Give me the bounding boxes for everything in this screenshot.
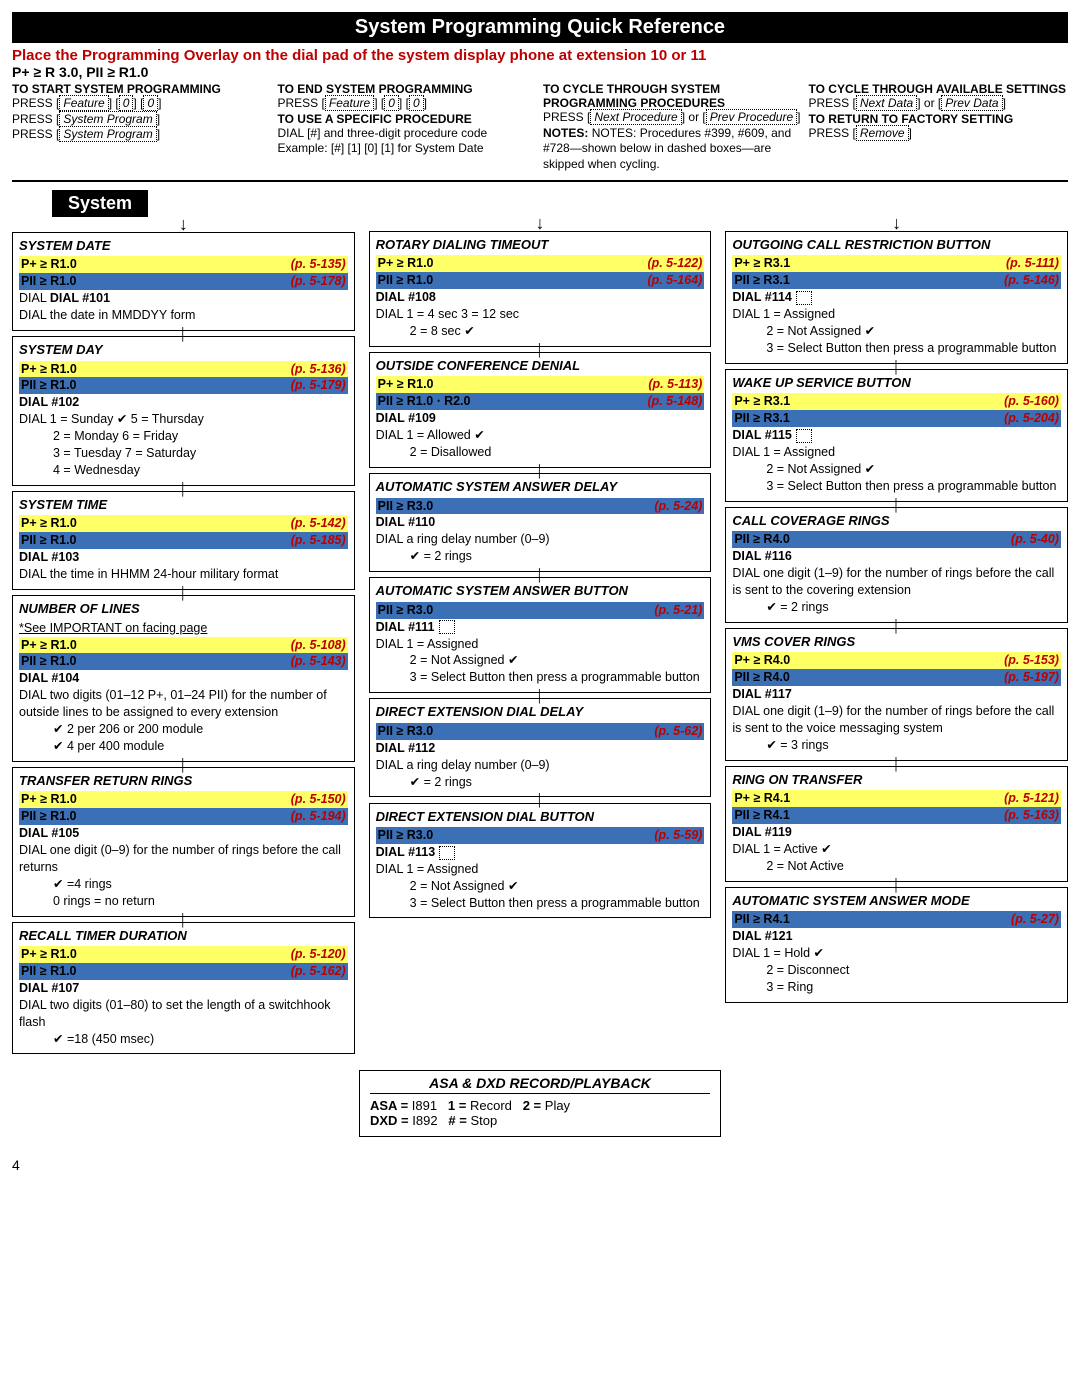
asa-l1: ASA = I891 1 = Record 2 = Play: [370, 1098, 710, 1113]
top-c2-h1: TO END SYSTEM PROGRAMMING: [278, 82, 538, 96]
page-title: System Programming Quick Reference: [12, 12, 1068, 43]
printer-icon: [439, 620, 455, 634]
page-number: 4: [12, 1157, 1068, 1173]
printer-icon: [796, 291, 812, 305]
card-asa-delay: AUTOMATIC SYSTEM ANSWER DELAY PII ≥ R3.0…: [369, 473, 712, 572]
top-c3-l1: PRESS [Next Procedure] or [Prev Procedur…: [543, 110, 803, 126]
top-c3-h: TO CYCLE THROUGH SYSTEM PROGRAMMING PROC…: [543, 82, 803, 110]
arrow-icon: ↓: [369, 216, 712, 230]
card-title: CALL COVERAGE RINGS: [732, 512, 1061, 530]
card-rotary-timeout: ROTARY DIALING TIMEOUT P+ ≥ R1.0(p. 5-12…: [369, 231, 712, 347]
card-system-day: SYSTEM DAY P+ ≥ R1.0(p. 5-136) PII ≥ R1.…: [12, 336, 355, 486]
card-title: AUTOMATIC SYSTEM ANSWER BUTTON: [376, 582, 705, 600]
card-title: SYSTEM TIME: [19, 496, 348, 514]
card-title: DIRECT EXTENSION DIAL BUTTON: [376, 808, 705, 826]
asa-title: ASA & DXD RECORD/PLAYBACK: [370, 1075, 710, 1094]
top-instructions: TO START SYSTEM PROGRAMMING PRESS [Featu…: [12, 82, 1068, 182]
card-title: NUMBER OF LINES: [19, 600, 348, 618]
column-1: System ↓ SYSTEM DATE P+ ≥ R1.0(p. 5-135)…: [12, 190, 355, 1056]
card-title: AUTOMATIC SYSTEM ANSWER DELAY: [376, 478, 705, 496]
subtitle: Place the Programming Overlay on the dia…: [12, 45, 1068, 64]
card-title: DIRECT EXTENSION DIAL DELAY: [376, 703, 705, 721]
top-c2-l3: Example: [#] [1] [0] [1] for System Date: [278, 141, 538, 157]
card-title: RING ON TRANSFER: [732, 771, 1061, 789]
card-ring-on-transfer: RING ON TRANSFER P+ ≥ R4.1(p. 5-121) PII…: [725, 766, 1068, 882]
top-c4-l2: PRESS [Remove]: [809, 126, 1069, 142]
card-title: SYSTEM DATE: [19, 237, 348, 255]
card-title: OUTGOING CALL RESTRICTION BUTTON: [732, 236, 1061, 254]
card-ded-delay: DIRECT EXTENSION DIAL DELAY PII ≥ R3.0(p…: [369, 698, 712, 797]
card-title: AUTOMATIC SYSTEM ANSWER MODE: [732, 892, 1061, 910]
card-title: RECALL TIMER DURATION: [19, 927, 348, 945]
top-c4-h1: TO CYCLE THROUGH AVAILABLE SETTINGS: [809, 82, 1069, 96]
asa-dxd-box: ASA & DXD RECORD/PLAYBACK ASA = I891 1 =…: [359, 1070, 721, 1137]
column-2: ↓ ROTARY DIALING TIMEOUT P+ ≥ R1.0(p. 5-…: [369, 190, 712, 1056]
printer-icon: [439, 846, 455, 860]
top-c4-l1: PRESS [Next Data] or [Prev Data]: [809, 96, 1069, 112]
columns: System ↓ SYSTEM DATE P+ ≥ R1.0(p. 5-135)…: [12, 190, 1068, 1056]
top-c3-l2: NOTES: NOTES: Procedures #399, #609, and…: [543, 126, 803, 173]
top-c2-l1: PRESS [Feature] [0] [0]: [278, 96, 538, 112]
card-asa-mode: AUTOMATIC SYSTEM ANSWER MODE PII ≥ R4.1(…: [725, 887, 1068, 1003]
card-recall-timer: RECALL TIMER DURATION P+ ≥ R1.0(p. 5-120…: [12, 922, 355, 1055]
top-c1-l2: PRESS [System Program]: [12, 112, 272, 128]
card-wake-up: WAKE UP SERVICE BUTTON P+ ≥ R3.1(p. 5-16…: [725, 369, 1068, 502]
top-c4-h2: TO RETURN TO FACTORY SETTING: [809, 112, 1069, 126]
card-title: TRANSFER RETURN RINGS: [19, 772, 348, 790]
column-3: ↓ OUTGOING CALL RESTRICTION BUTTON P+ ≥ …: [725, 190, 1068, 1056]
arrow-icon: ↓: [725, 216, 1068, 230]
card-title: OUTSIDE CONFERENCE DENIAL: [376, 357, 705, 375]
top-c1-head: TO START SYSTEM PROGRAMMING: [12, 82, 272, 96]
card-call-coverage: CALL COVERAGE RINGS PII ≥ R4.0(p. 5-40) …: [725, 507, 1068, 623]
card-ded-button: DIRECT EXTENSION DIAL BUTTON PII ≥ R3.0(…: [369, 803, 712, 919]
arrow-icon: ↓: [12, 217, 355, 231]
card-system-date: SYSTEM DATE P+ ≥ R1.0(p. 5-135) PII ≥ R1…: [12, 232, 355, 331]
top-c2-l2: DIAL [#] and three-digit procedure code: [278, 126, 538, 142]
top-c1-l1: PRESS [Feature] [0] [0]: [12, 96, 272, 112]
card-title: WAKE UP SERVICE BUTTON: [732, 374, 1061, 392]
system-badge: System: [52, 190, 148, 217]
p-line: P+ ≥ R 3.0, PII ≥ R1.0: [12, 64, 1068, 82]
card-number-of-lines: NUMBER OF LINES *See IMPORTANT on facing…: [12, 595, 355, 762]
card-transfer-return-rings: TRANSFER RETURN RINGS P+ ≥ R1.0(p. 5-150…: [12, 767, 355, 917]
card-system-time: SYSTEM TIME P+ ≥ R1.0(p. 5-142) PII ≥ R1…: [12, 491, 355, 590]
card-outside-conf-denial: OUTSIDE CONFERENCE DENIAL P+ ≥ R1.0(p. 5…: [369, 352, 712, 468]
top-c2-h2: TO USE A SPECIFIC PROCEDURE: [278, 112, 538, 126]
printer-icon: [796, 429, 812, 443]
asa-l2: DXD = I892 # = Stop: [370, 1113, 710, 1128]
card-ocr-button: OUTGOING CALL RESTRICTION BUTTON P+ ≥ R3…: [725, 231, 1068, 364]
top-c1-l3: PRESS [System Program]: [12, 127, 272, 143]
card-title: ROTARY DIALING TIMEOUT: [376, 236, 705, 254]
card-title: SYSTEM DAY: [19, 341, 348, 359]
card-title: VMS COVER RINGS: [732, 633, 1061, 651]
card-vms-cover: VMS COVER RINGS P+ ≥ R4.0(p. 5-153) PII …: [725, 628, 1068, 761]
card-asa-button: AUTOMATIC SYSTEM ANSWER BUTTON PII ≥ R3.…: [369, 577, 712, 693]
